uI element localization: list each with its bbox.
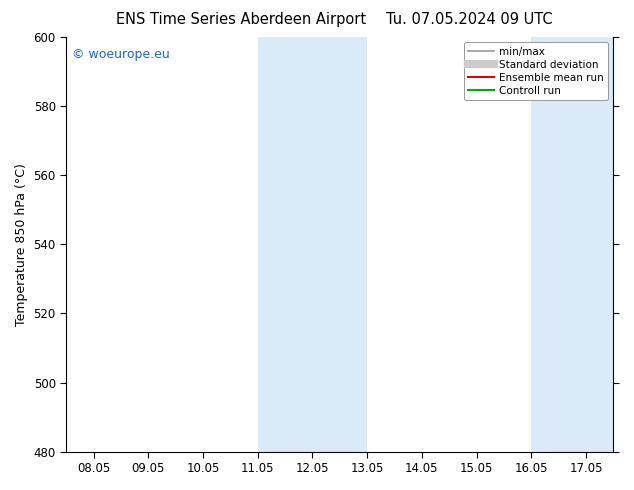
Legend: min/max, Standard deviation, Ensemble mean run, Controll run: min/max, Standard deviation, Ensemble me…: [464, 42, 608, 100]
Bar: [258, 37, 367, 452]
Text: ENS Time Series Aberdeen Airport: ENS Time Series Aberdeen Airport: [116, 12, 366, 27]
Text: © woeurope.eu: © woeurope.eu: [72, 48, 169, 60]
Text: Tu. 07.05.2024 09 UTC: Tu. 07.05.2024 09 UTC: [386, 12, 552, 27]
Bar: [531, 37, 614, 452]
Y-axis label: Temperature 850 hPa (°C): Temperature 850 hPa (°C): [15, 163, 28, 326]
